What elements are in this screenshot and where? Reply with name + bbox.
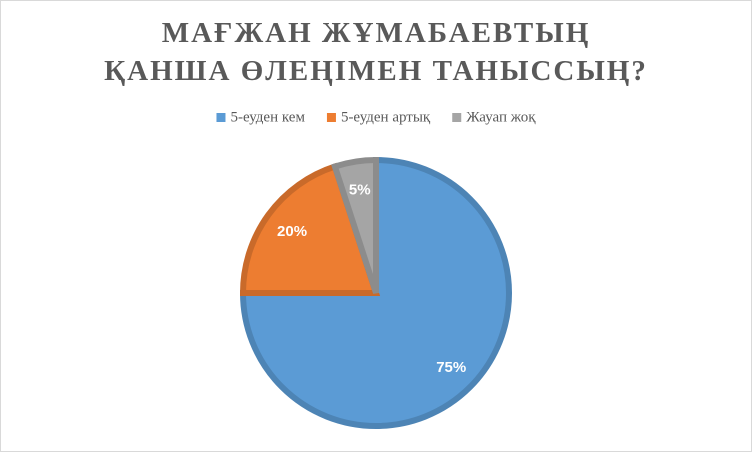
legend-swatch [452, 113, 462, 122]
legend-label: 5-еуден артық [341, 109, 431, 125]
legend-label: 5-еуден кем [230, 109, 305, 125]
chart-title: МАҒЖАН ЖҰМАБАЕВТЫҢ ҚАНША ӨЛЕҢІМЕН ТАНЫСС… [104, 17, 648, 87]
data-label: 20% [277, 223, 307, 240]
legend-swatch [326, 113, 336, 122]
legend: 5-еуден кем 5-еуден артық Жауап жоқ [216, 109, 536, 125]
data-label: 75% [436, 359, 466, 376]
legend-swatch [216, 113, 226, 122]
pie-slice [331, 156, 379, 294]
legend-label: Жауап жоқ [466, 109, 536, 125]
data-label: 5% [349, 182, 371, 199]
